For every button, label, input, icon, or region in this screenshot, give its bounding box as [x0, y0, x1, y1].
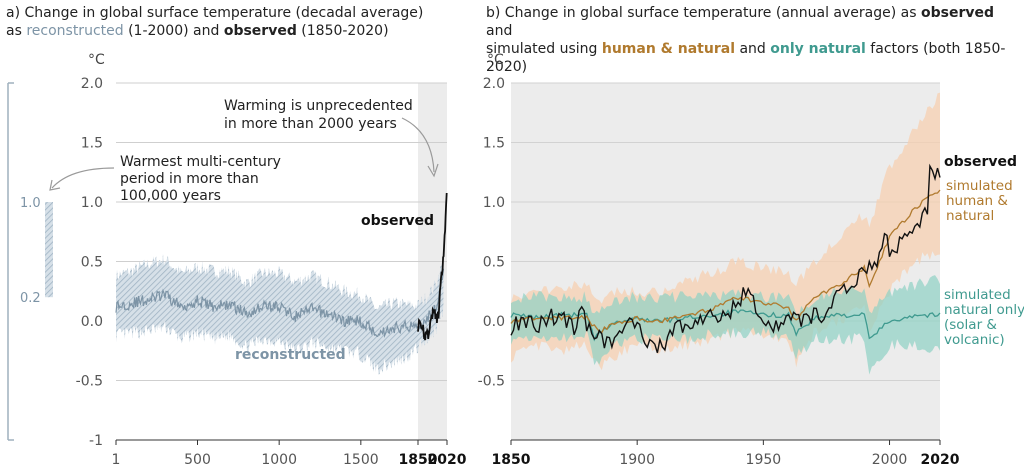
annotation-warmest-line: Warmest multi-century — [120, 154, 281, 170]
panel-b-y-tick: 0.5 — [483, 255, 505, 271]
panel-b-y-tick: 2.0 — [483, 76, 505, 92]
reconstructed-line — [115, 268, 444, 339]
panel-b-y-tick: 1.0 — [483, 195, 505, 211]
panel-b-title-only-natural: only natural — [770, 41, 866, 57]
annotation-warmest-line: 100,000 years — [120, 188, 221, 204]
panel-b-x-tick: 1850 — [492, 452, 531, 468]
panel-a-title-reconstructed: reconstructed — [26, 23, 124, 39]
panel-b-human-label: natural — [946, 208, 994, 224]
panel-b-title: b) Change in global surface temperature … — [486, 4, 1020, 76]
human-natural-line — [510, 189, 941, 334]
panel-b-observed-label: observed — [944, 154, 1017, 170]
panel-a-x-tick: 500 — [184, 452, 211, 468]
panel-b-natural-label: natural only — [944, 302, 1024, 318]
panel-a-y-tick: -1 — [89, 433, 103, 449]
panel-b-human-label: human & — [946, 193, 1008, 209]
panel-b-title-line2-a: simulated using — [486, 41, 602, 57]
annotation-unprecedented-line: in more than 2000 years — [224, 116, 397, 132]
panel-b-x-tick: 2020 — [921, 452, 960, 468]
warmest-period-bar — [45, 202, 53, 298]
panel-b-y-tick: 1.5 — [483, 136, 505, 152]
panel-a-reconstructed-label: reconstructed — [235, 347, 346, 363]
panel-b-title-line1-a: b) Change in global surface temperature … — [486, 5, 921, 21]
panel-b-title-line2: simulated using human & natural and only… — [486, 40, 1020, 76]
panel-b-y-tick: 0.0 — [483, 314, 505, 330]
panel-b-human-label: simulated — [946, 178, 1013, 194]
panel-a-unit: °C — [88, 52, 105, 68]
panel-b-x-tick: 2000 — [872, 452, 908, 468]
panel-a-y-tick: 1.5 — [81, 136, 103, 152]
annotations: Warming is unprecedented in more than 200… — [49, 98, 439, 204]
panel-b-x-tick: 1950 — [746, 452, 782, 468]
annotation-warmest-line: period in more than — [120, 171, 259, 187]
panel-b-natural-label: (solar & — [944, 317, 997, 333]
panel-b-title-line1: b) Change in global surface temperature … — [486, 4, 1020, 40]
panel-a-title: a) Change in global surface temperature … — [6, 4, 506, 40]
panel-a-title-observed: observed — [223, 23, 297, 39]
panel-a-x-tick: 1000 — [261, 452, 297, 468]
panel-b-y-tick: -0.5 — [478, 374, 505, 390]
panel-a-title-line1: a) Change in global surface temperature … — [6, 5, 424, 21]
annotation-unprecedented-line: Warming is unprecedented — [224, 98, 413, 114]
panel-b-natural-label: simulated — [944, 287, 1011, 303]
panel-a-y-tick: -0.5 — [76, 374, 103, 390]
unprecedented-arrow — [401, 117, 435, 173]
panel-a-title-prefix: as — [6, 23, 27, 39]
panel-a-title-line2: as reconstructed (1-2000) and observed (… — [6, 22, 506, 40]
panel-a-plot: -1-0.50.00.51.01.52.0°C1 500 1000 1500 18502… — [7, 52, 467, 468]
warmest-arrow-head — [49, 179, 61, 191]
warmest-arrow — [51, 167, 115, 189]
observed-line — [417, 192, 448, 341]
panel-b-plot: -0.5 0.0 0.5 1.0 1.5 2.0 °C 1850 1900 1950 2000 202… — [478, 52, 1024, 468]
panel-a-y-tick: 1.0 — [81, 195, 103, 211]
panel-b-title-line1-b: and — [486, 23, 513, 39]
side-bar-bottom-label: 0.2 — [20, 291, 41, 306]
panel-b-title-line2-b: and — [735, 41, 771, 57]
panel-b-observed-line — [510, 163, 941, 354]
reconstructed-band — [116, 253, 444, 375]
panel-a-title-suffix: (1850-2020) — [296, 23, 389, 39]
panel-a-x-tick: 1850 — [399, 452, 438, 468]
panel-b-x-tick: 1900 — [619, 452, 655, 468]
panel-a-x-tick: 1500 — [343, 452, 379, 468]
panel-b-title-human-natural: human & natural — [601, 41, 735, 57]
unprecedented-arrow-head — [427, 163, 439, 178]
panel-a-y-tick: 0.0 — [81, 314, 103, 330]
panel-a-x-tick: 2020 — [428, 452, 467, 468]
panel-b-unit: °C — [487, 52, 504, 68]
panel-a-observed-label: observed — [361, 213, 434, 229]
panel-b-title-line2-c: factors (both 1850-2020) — [486, 41, 1006, 75]
panel-a-title-mid: (1-2000) and — [123, 23, 224, 39]
side-bar-top-label: 1.0 — [20, 196, 41, 211]
panel-a-x-tick: 1 — [112, 452, 121, 468]
panel-a-y-tick: 2.0 — [81, 76, 103, 92]
panel-b-natural-label: volcanic) — [944, 332, 1005, 348]
panel-a-y-tick: 0.5 — [81, 255, 103, 271]
panel-b-title-observed: observed — [920, 5, 994, 21]
